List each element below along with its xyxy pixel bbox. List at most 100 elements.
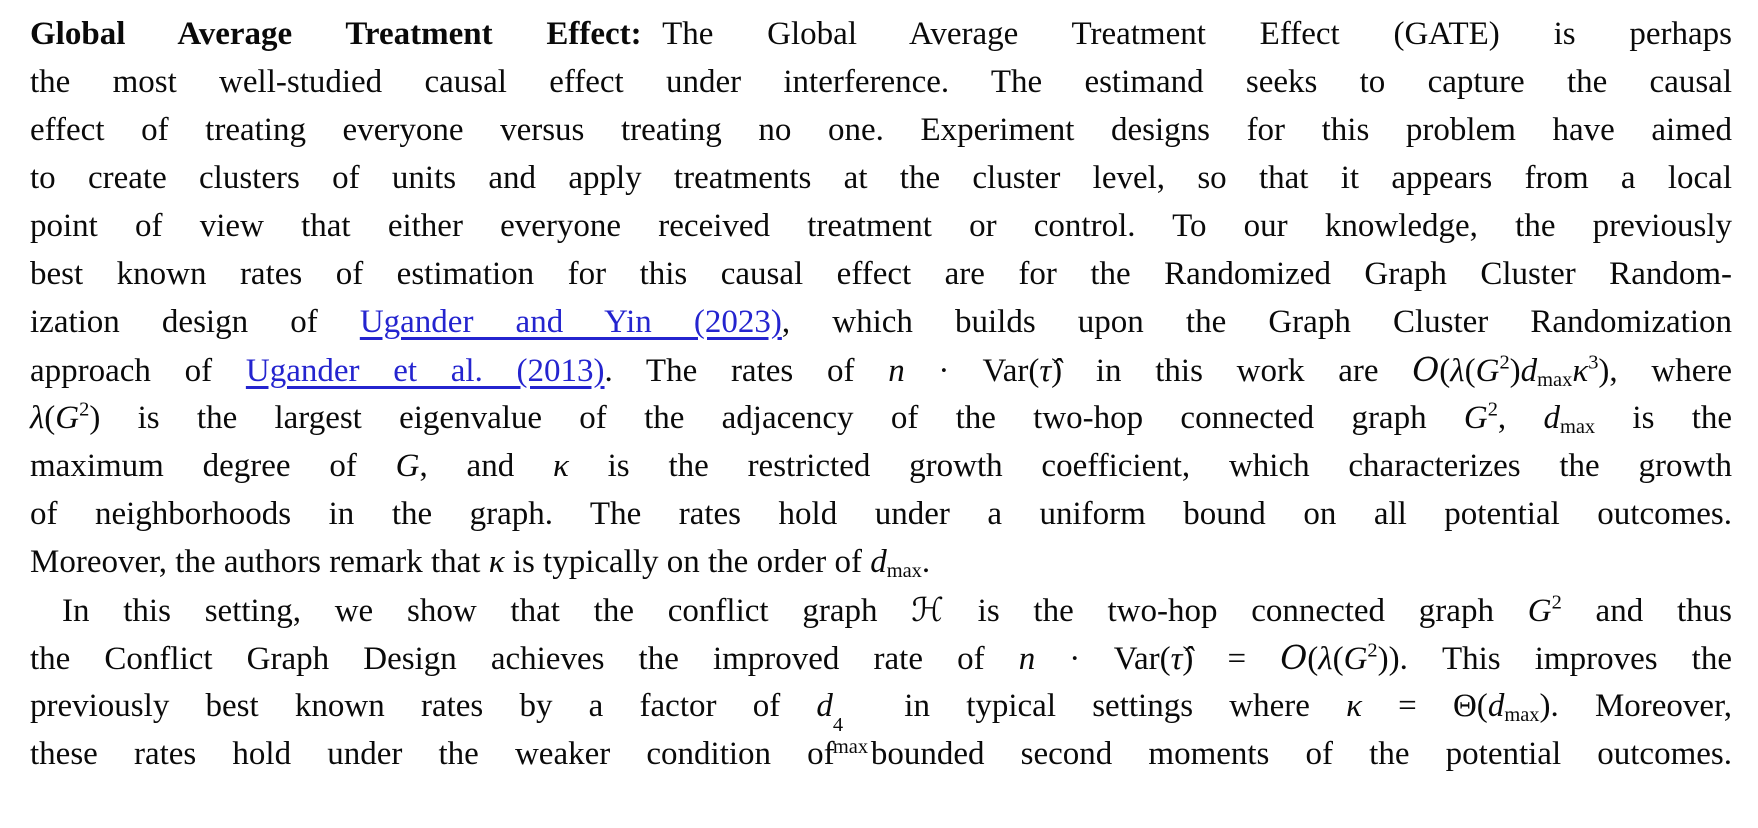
body-text: , and [419, 448, 553, 484]
math-variable: λ [30, 400, 45, 436]
text-line: λ(G2) is the largest eigenvalue of the a… [30, 394, 1732, 442]
body-text: ( [44, 400, 56, 436]
text-line: effect of treating everyone versus treat… [30, 106, 1732, 154]
math-supsub: 4 max [832, 714, 869, 758]
body-text: · Var( [904, 353, 1040, 389]
math-variable: κ [1572, 353, 1589, 389]
citation-link-ugander-2013[interactable]: Ugander et al. (2013) [245, 353, 605, 389]
body-text: is typically on the order of [504, 544, 871, 580]
math-variable: G [1475, 353, 1500, 389]
math-superscript: 2 [1499, 351, 1510, 374]
body-text: Moreover, the authors remark that [30, 544, 489, 580]
math-variable: d [1487, 688, 1505, 724]
body-text: effect of treating everyone versus treat… [30, 112, 1732, 148]
math-superscript: 4 [832, 714, 844, 737]
math-subscript: max [1537, 369, 1573, 392]
paragraph-block: Global Average Treatment Effect: The Glob… [30, 10, 1732, 778]
math-variable: n [1018, 641, 1036, 677]
math-variable: d [1543, 400, 1560, 436]
math-variable: G [1343, 641, 1368, 677]
body-text: maximum degree of [30, 448, 396, 484]
body-text: best known rates of estimation for this … [30, 256, 1732, 292]
body-text: to create clusters of units and apply tr… [30, 160, 1732, 196]
math-variable: κ [488, 544, 505, 580]
math-superscript: 2 [1487, 398, 1498, 421]
math-variable: τ̂ [1039, 353, 1052, 389]
math-subscript: max [886, 560, 922, 583]
body-text: ) = [1182, 641, 1281, 677]
math-subscript: max [832, 735, 869, 758]
math-subscript: max [1559, 416, 1596, 439]
text-line: these rates hold under the weaker condit… [30, 730, 1732, 778]
body-text: the Conflict Graph Design achieves the i… [30, 641, 1019, 677]
body-text: previously best known rates by a factor … [30, 688, 817, 724]
math-superscript: 2 [1367, 639, 1378, 662]
math-superscript: 2 [1551, 591, 1562, 614]
text-line: of neighborhoods in the graph. The rates… [30, 490, 1732, 538]
text-line: the most well-studied causal effect unde… [30, 58, 1732, 106]
body-text: = Θ( [1361, 688, 1488, 724]
text-line: approach of Ugander et al. (2013). The r… [30, 346, 1732, 394]
text-line: point of view that either everyone recei… [30, 202, 1732, 250]
body-text: approach of [30, 353, 246, 389]
body-text: ( [1439, 353, 1451, 389]
body-text: ). Moreover, [1539, 688, 1733, 724]
body-text: the most well-studied causal effect unde… [30, 64, 1732, 100]
body-text: is the [1595, 400, 1733, 436]
body-text: and thus [1561, 593, 1732, 629]
body-text: , [1497, 400, 1544, 436]
math-variable: τ̂ [1170, 641, 1183, 677]
math-variable: n [888, 353, 905, 389]
body-text: in typical settings where [868, 688, 1347, 724]
math-superscript: 3 [1588, 351, 1599, 374]
math-variable: κ [553, 448, 569, 484]
math-script-letter: ℋ [911, 590, 944, 629]
text-line: In this setting, we show that the confli… [30, 586, 1732, 634]
text-line: Moreover, the authors remark that κ is t… [30, 538, 1732, 586]
body-text: point of view that either everyone recei… [30, 208, 1732, 244]
text-line: previously best known rates by a factor … [30, 682, 1733, 758]
body-text: The Global Average Treatment Effect (GAT… [662, 16, 1732, 52]
body-text: In this setting, we show that the confli… [62, 593, 912, 629]
math-variable: d [870, 544, 887, 580]
citation-link-ugander-yin-2023[interactable]: Ugander and Yin (2023) [359, 304, 782, 340]
section-heading: Global Average Treatment Effect: [30, 16, 642, 52]
body-text: ( [1332, 641, 1344, 677]
math-variable: d [1520, 353, 1538, 389]
body-text: these rates hold under the weaker condit… [30, 736, 1732, 772]
math-superscript: 2 [79, 398, 90, 421]
math-variable: λ [1318, 641, 1333, 677]
body-text: )). This improves the [1377, 641, 1732, 677]
body-text: · Var( [1035, 641, 1171, 677]
math-variable: λ [1450, 353, 1465, 389]
body-text: is the two-hop connected graph [943, 593, 1528, 629]
text-line: to create clusters of units and apply tr… [30, 154, 1732, 202]
math-variable: G [1527, 593, 1552, 629]
body-text: , which builds upon the Graph Cluster Ra… [781, 304, 1733, 340]
math-script-letter: O [1412, 350, 1440, 389]
math-script-letter: O [1280, 638, 1308, 677]
body-text: ) [1509, 353, 1521, 389]
body-text: . The rates of [604, 353, 889, 389]
text-line: maximum degree of G, and κ is the restri… [30, 442, 1732, 490]
body-text: of neighborhoods in the graph. The rates… [30, 496, 1732, 532]
math-variable: d [816, 688, 833, 724]
body-text: ), where [1598, 353, 1732, 389]
math-subscript: max [1504, 704, 1540, 727]
body-text: ) in this work are [1051, 353, 1413, 389]
math-variable: G [1463, 400, 1488, 436]
body-text: ( [1307, 641, 1319, 677]
body-text: ization design of [30, 304, 360, 340]
body-text: ( [1464, 353, 1476, 389]
body-text: . [921, 544, 931, 580]
math-variable: κ [1346, 688, 1362, 724]
math-variable: G [55, 400, 80, 436]
text-line: the Conflict Graph Design achieves the i… [30, 634, 1732, 682]
body-text: is the restricted growth coefficient, wh… [568, 448, 1732, 484]
text-line: ization design of Ugander and Yin (2023)… [30, 298, 1732, 346]
text-line: Global Average Treatment Effect: The Glob… [30, 10, 1732, 58]
body-text: ) is the largest eigenvalue of the adjac… [89, 400, 1464, 436]
math-variable: G [395, 448, 420, 484]
text-line: best known rates of estimation for this … [30, 250, 1732, 298]
